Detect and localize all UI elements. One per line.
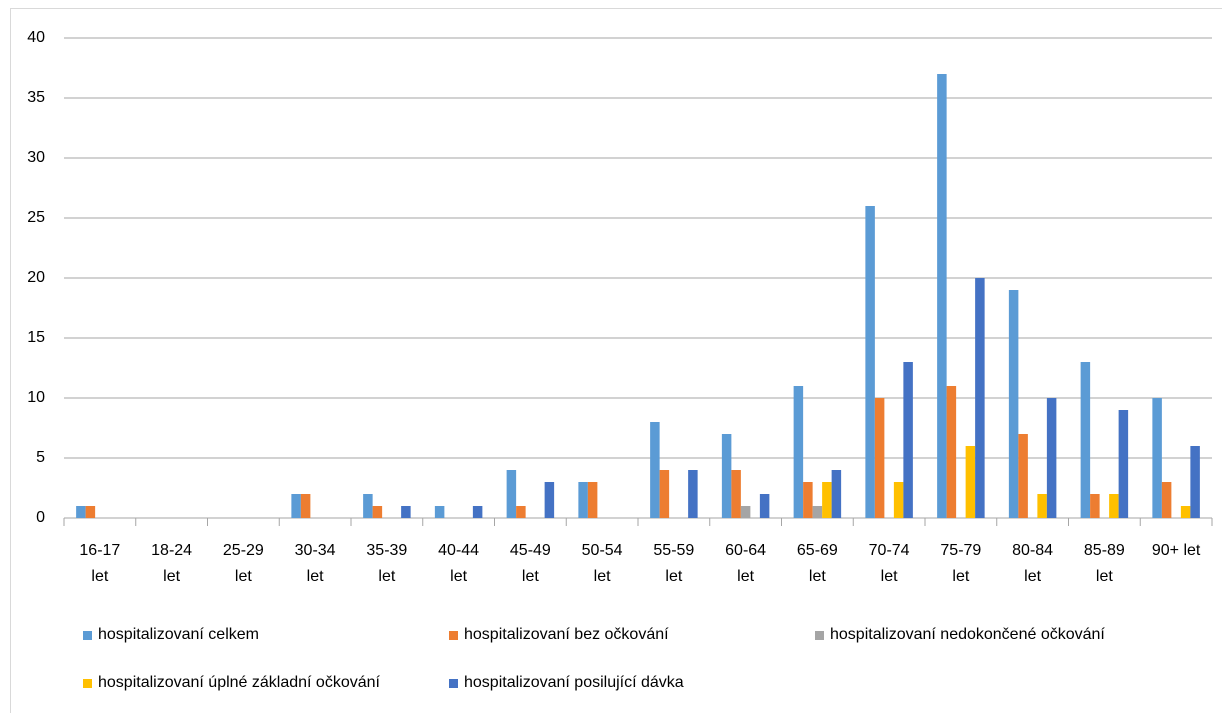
y-tick-label: 10 bbox=[27, 389, 45, 406]
x-tick-label: 40-44 let bbox=[438, 542, 480, 585]
bar bbox=[85, 506, 96, 518]
bar bbox=[372, 506, 383, 518]
legend-label: hospitalizovaní celkem bbox=[98, 626, 259, 643]
x-tick-label: 25-29 let bbox=[222, 542, 264, 585]
legend-label: hospitalizovaní nedokončené očkování bbox=[830, 626, 1105, 643]
x-tick-label: 90+ let bbox=[1151, 542, 1201, 559]
bar bbox=[812, 506, 823, 518]
bar bbox=[401, 506, 411, 518]
x-tick-label: 45-49 let bbox=[509, 542, 551, 585]
x-tick-label: 60-64 let bbox=[725, 542, 767, 585]
x-tick-label: 80-84 let bbox=[1012, 542, 1054, 585]
y-tick-label: 30 bbox=[27, 149, 45, 166]
y-tick-label: 15 bbox=[27, 329, 45, 346]
bar bbox=[946, 386, 957, 518]
chart-frame bbox=[10, 8, 1222, 713]
bar bbox=[793, 386, 804, 518]
bar bbox=[1090, 494, 1100, 518]
bar bbox=[903, 362, 913, 518]
x-tick-label: 70-74 let bbox=[868, 542, 910, 585]
bar bbox=[363, 494, 373, 518]
x-tick-label: 65-69 let bbox=[796, 542, 838, 585]
bar bbox=[688, 470, 698, 518]
bar bbox=[659, 470, 670, 518]
legend-swatch bbox=[83, 630, 92, 640]
legend-swatch bbox=[83, 678, 92, 688]
bar bbox=[1018, 434, 1028, 518]
x-tick-label: 85-89 let bbox=[1083, 542, 1125, 585]
bar bbox=[1080, 362, 1091, 518]
bar bbox=[1037, 494, 1047, 518]
bar bbox=[291, 494, 301, 518]
y-tick-label: 25 bbox=[27, 209, 45, 226]
legend-swatch bbox=[815, 630, 824, 640]
bar bbox=[300, 494, 311, 518]
y-tick-label: 20 bbox=[27, 269, 45, 286]
bar bbox=[650, 422, 660, 518]
legend-item: hospitalizovaní celkem bbox=[83, 624, 259, 646]
bar bbox=[731, 470, 741, 518]
bar bbox=[740, 506, 751, 518]
bar bbox=[893, 482, 904, 518]
bar bbox=[975, 278, 985, 518]
x-tick-label: 50-54 let bbox=[581, 542, 623, 585]
x-tick-label: 18-24 let bbox=[151, 542, 193, 585]
bar bbox=[434, 506, 445, 518]
bar bbox=[937, 74, 947, 518]
legend-item: hospitalizovaní bez očkování bbox=[449, 624, 669, 646]
y-tick-label: 0 bbox=[36, 509, 45, 526]
bar bbox=[965, 446, 976, 518]
bar bbox=[759, 494, 770, 518]
bar bbox=[578, 482, 588, 518]
bar bbox=[544, 482, 555, 518]
bar bbox=[822, 482, 832, 518]
x-tick-label: 16-17 let bbox=[79, 542, 121, 585]
bar bbox=[506, 470, 517, 518]
bar bbox=[76, 506, 86, 518]
legend-item: hospitalizovaní posilující dávka bbox=[449, 672, 684, 694]
x-tick-label: 30-34 let bbox=[294, 542, 336, 585]
legend-swatch bbox=[449, 678, 458, 688]
bar bbox=[587, 482, 598, 518]
legend-label: hospitalizovaní bez očkování bbox=[464, 626, 669, 643]
bar bbox=[1109, 494, 1119, 518]
bar bbox=[803, 482, 813, 518]
x-tick-label: 55-59 let bbox=[653, 542, 695, 585]
bar bbox=[874, 398, 885, 518]
legend-item: hospitalizovaní nedokončené očkování bbox=[815, 624, 1105, 646]
bar bbox=[516, 506, 526, 518]
y-tick-label: 35 bbox=[27, 89, 45, 106]
bar bbox=[472, 506, 483, 518]
bar bbox=[721, 434, 732, 518]
legend-swatch bbox=[449, 630, 458, 640]
bar bbox=[1180, 506, 1191, 518]
x-tick-label: 75-79 let bbox=[940, 542, 982, 585]
bar bbox=[1118, 410, 1129, 518]
bar bbox=[865, 206, 875, 518]
bar bbox=[1152, 398, 1162, 518]
legend-label: hospitalizovaní úplné základní očkování bbox=[98, 674, 380, 691]
bar bbox=[1190, 446, 1200, 518]
legend-label: hospitalizovaní posilující dávka bbox=[464, 674, 684, 691]
bar bbox=[831, 470, 842, 518]
bar bbox=[1161, 482, 1172, 518]
legend-item: hospitalizovaní úplné základní očkování bbox=[83, 672, 380, 694]
bar bbox=[1008, 290, 1019, 518]
x-tick-label: 35-39 let bbox=[366, 542, 408, 585]
y-tick-label: 40 bbox=[27, 29, 45, 46]
bar bbox=[1046, 398, 1057, 518]
y-tick-label: 5 bbox=[36, 449, 45, 466]
